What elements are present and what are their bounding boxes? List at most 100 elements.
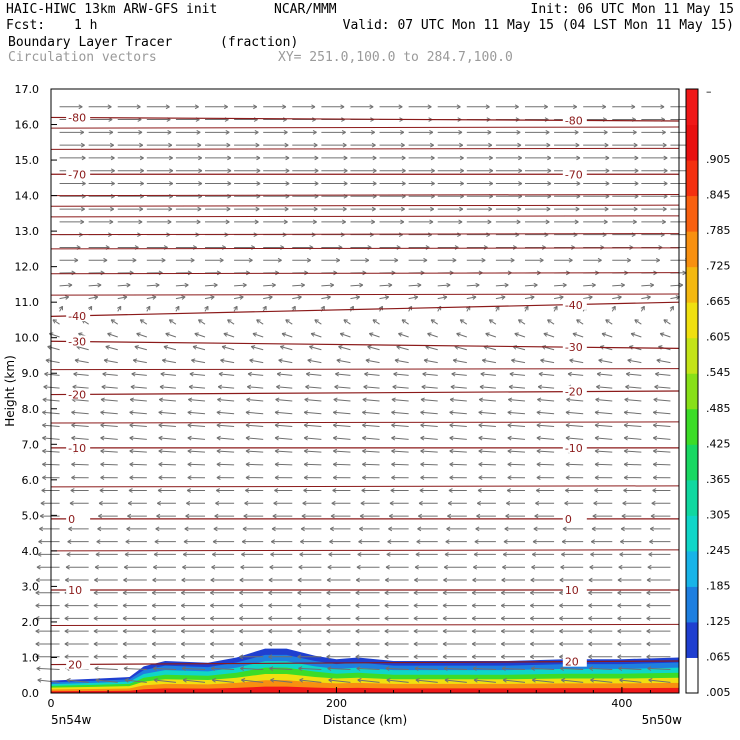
wind-vector-shaft bbox=[537, 399, 555, 402]
colorbar-label: .545 bbox=[706, 366, 731, 379]
wind-vector-head bbox=[227, 181, 232, 184]
wind-vector-head bbox=[297, 628, 302, 632]
colorbar-label: .785 bbox=[706, 224, 731, 237]
wind-vector-head bbox=[300, 539, 305, 543]
wind-vector-head bbox=[478, 435, 483, 439]
wind-vector bbox=[333, 462, 351, 467]
wind-vector-shaft bbox=[536, 437, 555, 440]
wind-vector bbox=[641, 168, 668, 174]
wind-vector-head bbox=[130, 384, 135, 388]
wind-vector-head bbox=[663, 168, 668, 172]
wind-vector-head bbox=[443, 579, 448, 583]
wind-vector-head bbox=[425, 346, 429, 350]
wind-vector-head bbox=[210, 616, 215, 619]
wind-vector bbox=[332, 435, 351, 441]
isotherm-label-bg bbox=[66, 388, 91, 400]
wind-vector-head bbox=[160, 371, 165, 375]
wind-vector-head bbox=[536, 462, 541, 465]
wind-vector-head bbox=[487, 221, 492, 225]
wind-vector-head bbox=[297, 654, 302, 658]
y-tick-label: 11.0 bbox=[15, 296, 40, 309]
wind-vector bbox=[303, 410, 322, 415]
wind-vector-head bbox=[507, 448, 512, 452]
wind-vector-head bbox=[507, 475, 512, 479]
wind-vector bbox=[500, 603, 525, 608]
wind-vector-shaft bbox=[595, 424, 613, 428]
wind-vector-shaft bbox=[670, 284, 683, 287]
wind-vector-head bbox=[71, 411, 76, 415]
wind-vector-head bbox=[80, 219, 85, 223]
wind-vector-head bbox=[191, 359, 195, 364]
wind-vector-head bbox=[623, 448, 628, 452]
wind-vector bbox=[146, 168, 174, 174]
wind-vector-shaft bbox=[321, 296, 331, 300]
wind-vector-head bbox=[530, 667, 535, 671]
wind-vector-head bbox=[93, 603, 98, 607]
wind-vector bbox=[475, 526, 496, 532]
wind-vector bbox=[297, 616, 322, 621]
wind-vector bbox=[417, 526, 438, 532]
wind-vector-shaft bbox=[234, 296, 244, 300]
wind-vector-head bbox=[446, 526, 451, 530]
wind-vector-head bbox=[129, 397, 134, 400]
wind-vector-head bbox=[247, 384, 252, 388]
wind-vector bbox=[215, 500, 235, 506]
wind-vector-head bbox=[446, 528, 451, 532]
wind-vector bbox=[535, 488, 555, 493]
wind-vector-head bbox=[329, 282, 335, 286]
wind-vector-head bbox=[360, 500, 365, 504]
wind-vector-head bbox=[314, 170, 319, 174]
wind-vector-head bbox=[139, 144, 144, 148]
wind-vector bbox=[524, 257, 544, 263]
wind-vector-head bbox=[167, 221, 172, 225]
colorbar-segment bbox=[686, 550, 698, 587]
wind-vector bbox=[396, 345, 409, 351]
wind-vector-head bbox=[356, 564, 361, 568]
wind-vector-head bbox=[35, 592, 40, 596]
wind-vector-head bbox=[539, 259, 544, 263]
wind-vector-head bbox=[457, 234, 462, 238]
wind-vector-shaft bbox=[565, 463, 584, 466]
wind-vector-head bbox=[187, 423, 192, 426]
wind-vector-head bbox=[301, 515, 306, 519]
wind-vector bbox=[158, 397, 176, 403]
wind-vector-head bbox=[429, 142, 434, 146]
wind-vector bbox=[187, 423, 206, 428]
wind-vector-head bbox=[430, 208, 435, 212]
wind-vector-head bbox=[71, 399, 76, 403]
wind-vector-head bbox=[196, 219, 201, 223]
wind-vector-head bbox=[452, 259, 457, 263]
wind-vector-shaft bbox=[625, 386, 642, 389]
wind-vector bbox=[456, 332, 467, 338]
wind-vector-head bbox=[589, 666, 594, 669]
wind-vector-head bbox=[471, 656, 476, 660]
wind-vector-head bbox=[443, 564, 448, 568]
wind-vector-head bbox=[449, 397, 454, 400]
wind-vector-head bbox=[565, 423, 570, 426]
wind-vector-head bbox=[355, 641, 360, 645]
isotherm-label-bg bbox=[562, 512, 587, 524]
wind-vector-head bbox=[485, 104, 490, 108]
wind-vector-head bbox=[42, 410, 47, 413]
wind-vector bbox=[64, 654, 89, 660]
wind-vector-head bbox=[621, 284, 625, 288]
wind-vector-head bbox=[326, 605, 331, 608]
wind-vector-head bbox=[224, 234, 229, 238]
wind-vector-head bbox=[367, 245, 372, 248]
wind-vector-head bbox=[210, 641, 215, 645]
wind-vector bbox=[442, 603, 467, 608]
wind-vector-head bbox=[536, 448, 541, 452]
isotherm-line bbox=[50, 247, 680, 250]
wind-vector-head bbox=[214, 513, 219, 517]
wind-vector-head bbox=[137, 119, 142, 122]
wind-vector-head bbox=[488, 142, 493, 146]
wind-vector bbox=[305, 384, 322, 390]
wind-vector-head bbox=[303, 437, 308, 441]
wind-vector-head bbox=[532, 541, 537, 545]
wind-vector bbox=[268, 590, 293, 596]
wind-vector-head bbox=[511, 359, 515, 364]
wind-vector-head bbox=[662, 142, 667, 146]
wind-vector-head bbox=[573, 234, 578, 238]
wind-vector-head bbox=[487, 129, 492, 133]
wind-vector-head bbox=[362, 397, 367, 400]
